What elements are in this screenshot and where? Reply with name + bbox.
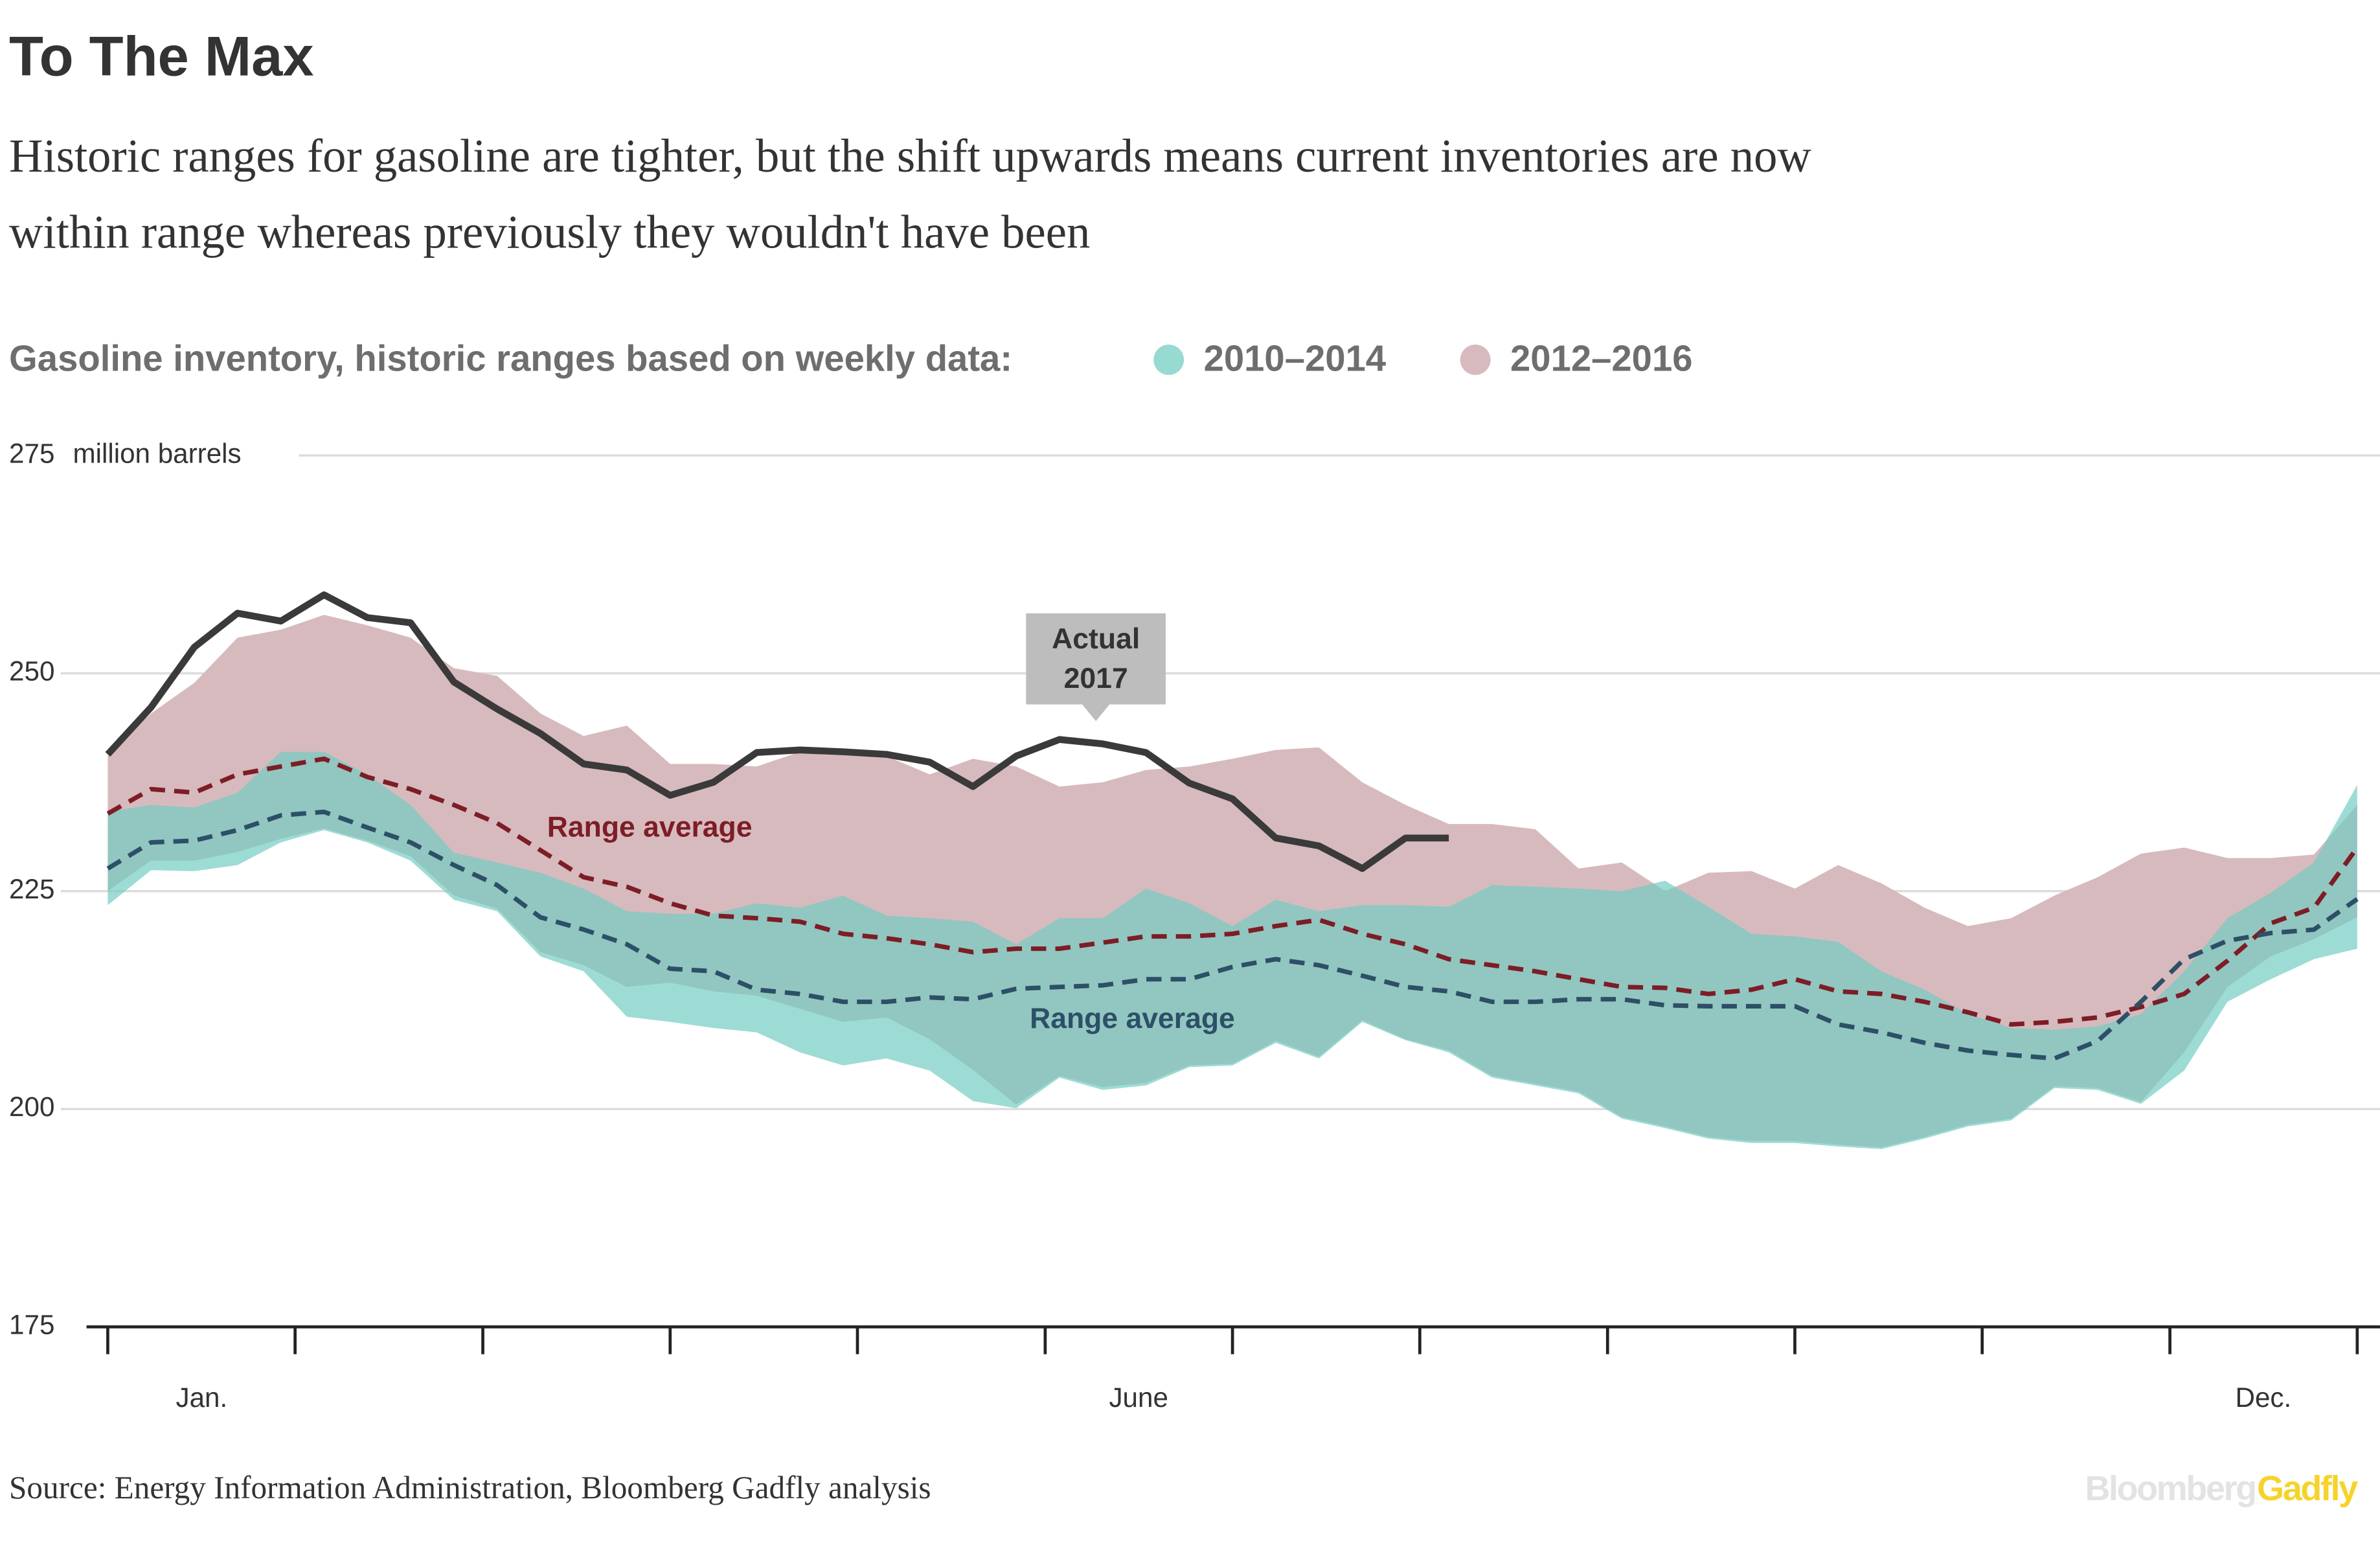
subtitle: Historic ranges for gasoline are tighter… [9, 130, 1811, 182]
y-tick-label: 225 [9, 874, 54, 904]
logo: Gadfly [2257, 1469, 2358, 1508]
legend-title: Gasoline inventory, historic ranges base… [9, 338, 1012, 379]
x-tick-label: Dec. [2236, 1382, 2292, 1413]
y-unit: million barrels [73, 438, 242, 468]
y-tick-label: 175 [9, 1310, 54, 1340]
annotation: Actual [1052, 623, 1140, 655]
y-tick-label: 275 [9, 438, 54, 468]
actual-line [105, 591, 1449, 873]
y-tick-label: 250 [9, 656, 54, 687]
y-tick-label: 200 [9, 1091, 54, 1122]
subtitle: within range whereas previously they wou… [9, 205, 1090, 258]
legend-label: 2012–2016 [1510, 338, 1692, 379]
source: Source: Energy Information Administratio… [9, 1470, 931, 1505]
range-band [108, 751, 2357, 1149]
average-line [106, 809, 2359, 1061]
callout-box [1026, 613, 1166, 722]
annotation: 2017 [1064, 663, 1128, 694]
x-tick-label: Jan. [176, 1382, 228, 1413]
annotation: Range average [1030, 1003, 1235, 1034]
plot: 175 200 225 250 275 million barrels Jan. June De… [9, 438, 2380, 1413]
annotation: Range average [547, 811, 753, 843]
legend-label: 2010–2014 [1204, 338, 1386, 379]
logo: Bloomberg [2085, 1469, 2255, 1508]
chart-title: To The Max [9, 26, 313, 88]
x-tick-label: June [1109, 1382, 1168, 1413]
legend-swatch [1153, 345, 1184, 375]
legend-swatch [1460, 345, 1491, 375]
average-line [106, 756, 2359, 1027]
